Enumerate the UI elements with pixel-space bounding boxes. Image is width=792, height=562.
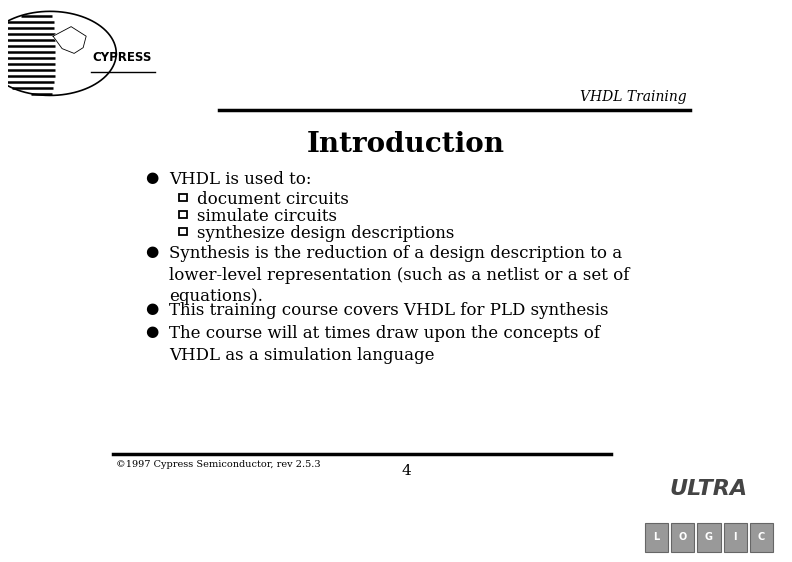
Bar [671,523,694,552]
Text: ●: ● [145,245,158,259]
Bar [179,194,187,201]
Text: ●: ● [145,171,158,185]
Text: 4: 4 [401,464,411,478]
Text: C: C [758,533,765,542]
Text: ●: ● [145,302,158,316]
Text: synthesize design descriptions: synthesize design descriptions [196,225,454,242]
Bar [697,523,721,552]
Text: document circuits: document circuits [196,192,348,209]
Bar [179,211,187,217]
Text: Introduction: Introduction [307,130,505,157]
Text: ©1997 Cypress Semiconductor, rev 2.5.3: ©1997 Cypress Semiconductor, rev 2.5.3 [116,460,321,469]
Text: CYPRESS: CYPRESS [93,51,152,64]
Bar [645,523,668,552]
Text: I: I [733,533,737,542]
Text: The course will at times draw upon the concepts of
VHDL as a simulation language: The course will at times draw upon the c… [169,325,600,364]
Text: This training course covers VHDL for PLD synthesis: This training course covers VHDL for PLD… [169,302,608,319]
Text: L: L [653,533,659,542]
Text: VHDL Training: VHDL Training [580,90,687,105]
Bar [724,523,747,552]
Text: simulate circuits: simulate circuits [196,209,337,225]
Text: ULTRA: ULTRA [670,479,748,499]
Text: VHDL is used to:: VHDL is used to: [169,171,311,188]
Text: G: G [705,533,713,542]
Text: Synthesis is the reduction of a design description to a
lower-level representati: Synthesis is the reduction of a design d… [169,245,629,305]
Text: O: O [679,533,687,542]
Bar [179,228,187,234]
Bar [750,523,773,552]
Text: ●: ● [145,325,158,339]
Polygon shape [53,26,86,53]
